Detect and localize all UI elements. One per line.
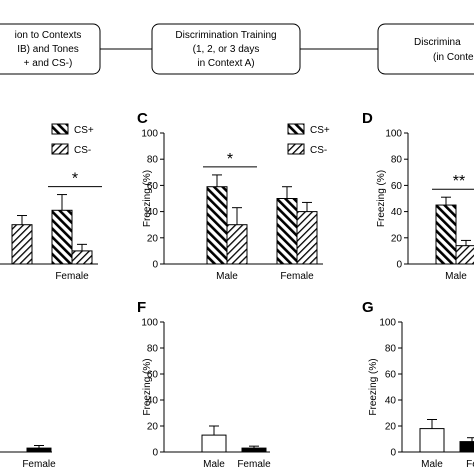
y-axis-label: Freezing (%)	[368, 358, 379, 415]
y-tick-label: 40	[147, 396, 159, 407]
legend-label: CS-	[74, 145, 91, 156]
flow-box-2-line-1: Discrimination Training	[175, 30, 276, 41]
x-category-label: Female	[22, 459, 56, 470]
legend-swatch	[287, 123, 305, 135]
y-tick-label: 0	[152, 260, 158, 271]
y-tick-label: 0	[396, 260, 402, 271]
flow-box-discrimination-test	[377, 23, 474, 75]
legend-swatch	[51, 123, 69, 135]
flow-box-3-line-2: (in Conte	[433, 52, 474, 63]
y-tick-label: 20	[147, 233, 159, 244]
significance-marker: *	[72, 171, 78, 188]
panel-letter: G	[362, 299, 374, 316]
x-category-label: Female	[280, 271, 314, 282]
bar-csplus-male	[435, 204, 457, 265]
bar-value-fe	[459, 441, 474, 453]
bar-value-female	[241, 447, 267, 453]
chart-panel-b: Female * CS+ CS-	[0, 123, 102, 282]
bar-value-male	[201, 434, 227, 453]
bar-csminus-male	[455, 245, 474, 265]
x-category-label: Male	[216, 271, 238, 282]
y-tick-label: 20	[385, 422, 397, 433]
chart-panels: Female * CS+ CS- 0 20 40 60 80 100 Freezing (%) C Ma…	[0, 110, 474, 470]
panel-letter: D	[362, 110, 373, 127]
chart-panel-g: 0 20 40 60 80 100 Freezing (%) G Male Fe	[362, 299, 474, 470]
significance-marker: *	[227, 151, 233, 168]
chart-panel-f: 0 20 40 60 80 100 Freezing (%) F Male Female	[137, 299, 271, 470]
flow-box-2-line-3: in Context A)	[197, 58, 254, 69]
y-tick-label: 40	[147, 207, 159, 218]
y-tick-label: 80	[385, 344, 397, 355]
y-tick-label: 100	[141, 318, 158, 329]
y-tick-label: 80	[147, 155, 159, 166]
bar-csplus-female	[51, 209, 73, 265]
panel-letter: F	[137, 299, 146, 316]
y-axis-label: Freezing (%)	[142, 358, 153, 415]
bar-csminus-male	[226, 224, 248, 265]
legend-swatch	[51, 143, 69, 155]
legend-label: CS-	[310, 145, 327, 156]
y-tick-label: 100	[379, 318, 396, 329]
y-tick-label: 60	[147, 181, 159, 192]
bar-value-male	[419, 428, 445, 453]
y-tick-label: 40	[391, 207, 403, 218]
y-tick-label: 0	[152, 448, 158, 459]
y-tick-label: 20	[147, 422, 159, 433]
flow-box-2-line-2: (1, 2, or 3 days	[193, 44, 260, 55]
chart-panel-c: 0 20 40 60 80 100 Freezing (%) C Male Female * CS+ C…	[137, 110, 330, 282]
x-category-label: Fe	[466, 459, 474, 470]
flow-box-1-line-2: IB) and Tones	[17, 44, 79, 55]
bar-csplus-male	[206, 186, 228, 265]
x-category-label: Male	[421, 459, 443, 470]
y-tick-label: 60	[147, 370, 159, 381]
panel-letter: C	[137, 110, 148, 127]
protocol-flowchart: ion to Contexts IB) and Tones + and CS-)…	[0, 23, 474, 75]
legend-label: CS+	[310, 125, 330, 136]
x-category-label: Female	[237, 459, 271, 470]
y-tick-label: 60	[385, 370, 397, 381]
chart-panel-e: Female	[0, 445, 56, 470]
bar-value-female	[26, 447, 52, 453]
y-tick-label: 100	[385, 129, 402, 140]
legend-label: CS+	[74, 125, 94, 136]
flow-box-1-line-3: + and CS-)	[24, 58, 73, 69]
y-tick-label: 80	[147, 344, 159, 355]
legend-swatch	[287, 143, 305, 155]
significance-marker: **	[453, 173, 465, 190]
x-category-label: Male	[203, 459, 225, 470]
bar-csplus-female	[276, 198, 298, 265]
y-tick-label: 40	[385, 396, 397, 407]
y-tick-label: 80	[391, 155, 403, 166]
y-axis-label: Freezing (%)	[142, 170, 153, 227]
flow-box-3-line-1: Discrimina	[414, 37, 461, 48]
y-axis-label: Freezing (%)	[376, 170, 387, 227]
y-tick-label: 60	[391, 181, 403, 192]
y-tick-label: 100	[141, 129, 158, 140]
bar-csminus-female	[296, 211, 318, 265]
bar-csminus-cat0	[11, 224, 33, 265]
x-category-label: Female	[55, 271, 89, 282]
bar-csminus-female	[71, 250, 93, 265]
y-tick-label: 20	[391, 233, 403, 244]
chart-panel-d: 0 20 40 60 80 100 Freezing (%) D Male **	[362, 110, 474, 282]
y-tick-label: 0	[390, 448, 396, 459]
flow-box-1-line-1: ion to Contexts	[15, 30, 82, 41]
x-category-label: Male	[445, 271, 467, 282]
